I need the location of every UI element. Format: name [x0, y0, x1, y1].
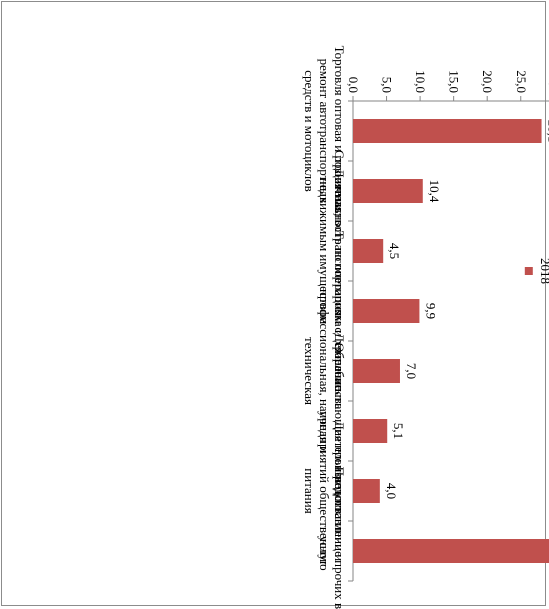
category-label-line: питания [302, 468, 317, 513]
value-tick-label: 10,0 [413, 70, 428, 93]
category-label-line: Торговля оптовая и розничная; [332, 46, 347, 217]
bar [353, 239, 384, 263]
category-label-line: услуг [317, 536, 332, 567]
category-label-line: техническая [302, 337, 317, 405]
category-label: Деятельность гостиниц ипредприятий общес… [302, 411, 347, 570]
value-tick-label: 15,0 [447, 70, 462, 93]
bars [352, 119, 549, 563]
labels: 28,1 Торговля оптовая и розничная;ремонт … [302, 46, 549, 609]
category-label: Обрабатывающие производства [332, 343, 347, 519]
value-tick-label: 5,0 [380, 77, 395, 93]
category-label-line: Деятельность гостиниц и [332, 421, 347, 561]
bar [353, 179, 423, 203]
category-label: Предоставление прочих видовуслуг [317, 467, 347, 609]
bar [352, 419, 388, 443]
data-label: 7,0 [404, 363, 419, 379]
category-label: Деятельность по операциям снедвижимым им… [317, 169, 347, 334]
legend-label: 2018 [538, 258, 549, 284]
category-label-line: недвижимым имуществом [317, 178, 332, 324]
bar [353, 539, 549, 563]
value-tick-label: 0,0 [346, 77, 361, 93]
value-tick-label: 20,0 [480, 70, 495, 93]
category-label-line: Предоставление прочих видов [332, 467, 347, 609]
legend-swatch [524, 267, 533, 275]
category-label-line: ремонт автотранспортных [317, 59, 332, 204]
data-label: 28,1 [546, 120, 549, 143]
bar [353, 299, 420, 323]
category-label-line: предприятий общественного [317, 411, 332, 570]
category-label-line: Обрабатывающие производства [332, 343, 347, 519]
data-label: 4,0 [384, 483, 399, 499]
data-label: 5,1 [391, 423, 406, 439]
category-label: Деятельностьпрофессиональная, научная ит… [302, 289, 347, 453]
value-tick-label: 25,0 [514, 70, 529, 93]
axes: 0,05,010,015,020,025,030,035,0 [346, 70, 549, 582]
bar [353, 359, 400, 383]
data-label: 10,4 [427, 180, 442, 203]
category-label-line: Строительство [332, 150, 347, 232]
category-label: Транспортировка и хранение [332, 231, 347, 392]
legend: 2018 [524, 258, 549, 284]
category-label-line: Транспортировка и хранение [332, 231, 347, 392]
category-label: Торговля оптовая и розничная;ремонт авто… [302, 46, 347, 217]
data-label: 9,9 [423, 303, 438, 319]
category-label-line: профессиональная, научная и [317, 289, 332, 453]
data-label: 4,5 [387, 243, 402, 259]
category-label: Строительство [332, 150, 347, 232]
value-tick-label: 30,0 [547, 70, 549, 93]
category-label-line: Деятельность [332, 333, 347, 409]
bar [353, 119, 542, 143]
bar [352, 479, 380, 503]
category-label-line: Деятельность по операциям с [332, 169, 347, 334]
category-label-line: средств и мотоциклов [302, 70, 317, 191]
